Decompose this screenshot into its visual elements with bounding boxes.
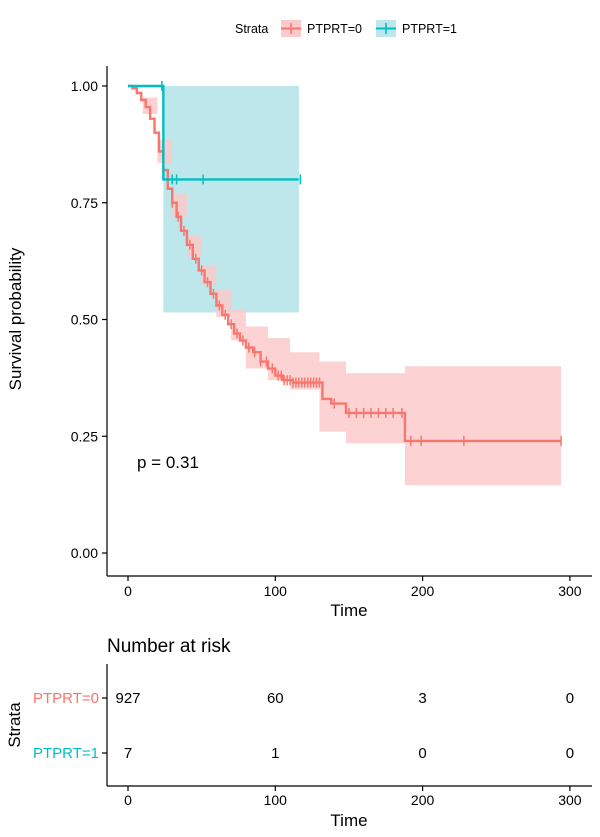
- x-tick-label: 100: [264, 583, 288, 599]
- risk-cell-ptprt1: 7: [124, 745, 132, 762]
- y-tick-label: 0.75: [71, 195, 98, 211]
- legend-label-ptprt1: PTPRT=1: [402, 22, 457, 36]
- risk-table-title: Number at risk: [107, 636, 231, 657]
- x-tick-label: 300: [558, 583, 582, 599]
- risk-y-axis-title: Strata: [5, 702, 24, 748]
- x-axis-title: Time: [330, 601, 367, 620]
- legend: Strata PTPRT=0 PTPRT=1: [235, 20, 457, 37]
- y-tick-label: 0.50: [71, 312, 98, 328]
- p-value-annotation: p = 0.31: [137, 453, 199, 472]
- risk-cell-ptprt0: 927: [115, 690, 140, 707]
- risk-cell-ptprt0: 60: [267, 690, 284, 707]
- survival-curve-ptprt0: [128, 84, 562, 443]
- survival-axes: 0.00 0.25 0.50 0.75 1.00 0 100 200 300: [71, 66, 592, 599]
- legend-title: Strata: [235, 22, 268, 36]
- ci-band-ptprt0: [128, 86, 562, 486]
- y-axis-title: Survival probability: [6, 247, 25, 390]
- risk-x-tick-label: 200: [411, 792, 435, 808]
- risk-cell-ptprt1: 0: [418, 745, 426, 762]
- y-tick-label: 1.00: [71, 78, 98, 94]
- censor-marks: [161, 81, 562, 446]
- risk-x-tick-label: 300: [558, 792, 582, 808]
- y-tick-label: 0.25: [71, 428, 98, 444]
- survival-curve-ptprt1: [128, 84, 299, 181]
- risk-x-tick-label: 0: [124, 792, 132, 808]
- x-tick-label: 0: [124, 583, 132, 599]
- legend-label-ptprt0: PTPRT=0: [307, 22, 362, 36]
- x-tick-label: 200: [411, 583, 435, 599]
- risk-cell-ptprt0: 0: [566, 690, 574, 707]
- risk-x-tick-label: 100: [264, 792, 288, 808]
- risk-cell-ptprt1: 1: [271, 745, 279, 762]
- risk-row-label-ptprt0: PTPRT=0: [33, 690, 99, 707]
- risk-cell-ptprt1: 0: [566, 745, 574, 762]
- y-tick-label: 0.00: [71, 545, 98, 561]
- risk-cell-ptprt0: 3: [418, 690, 426, 707]
- risk-row-label-ptprt1: PTPRT=1: [33, 745, 99, 762]
- confidence-bands: [128, 86, 562, 486]
- survival-curves: [128, 84, 562, 443]
- risk-x-axis-title: Time: [330, 811, 367, 830]
